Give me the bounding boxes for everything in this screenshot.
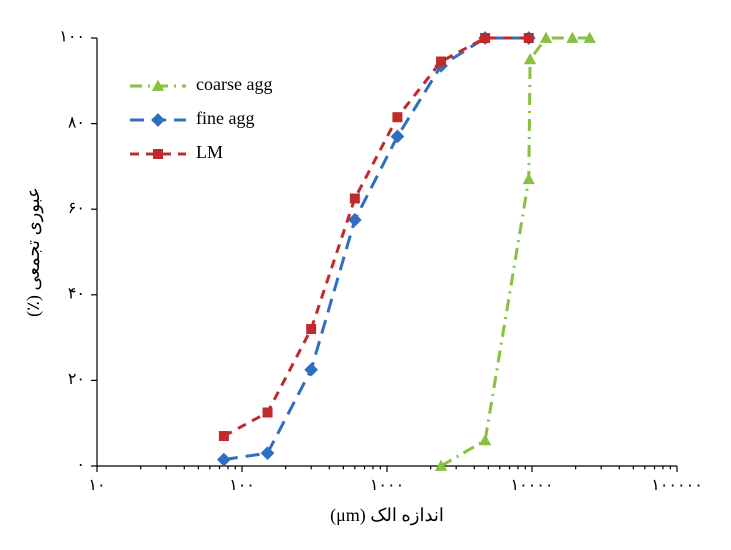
y-tick-label: ۰ — [76, 457, 85, 474]
y-tick-label: ۲۰ — [68, 371, 85, 388]
legend-label: LM — [196, 142, 223, 162]
legend-label: coarse agg — [196, 74, 272, 94]
x-tick-label: ۱۰۰۰ — [370, 477, 404, 494]
y-tick-label: ۱۰۰ — [59, 29, 85, 46]
sieve-passing-chart: ۰ ۲۰ ۴۰ ۶۰ ۸۰ ۱۰۰ ۱۰ ۱۰۰ ۱۰۰۰ ۱۰۰۰۰ ۱۰۰۰۰۰ اندازه ا… — [0, 0, 731, 550]
x-axis-label: اندازه الک (μm) — [330, 505, 444, 526]
y-axis-label: عبوری تجمعی (٪) — [23, 187, 44, 317]
y-tick-label: ۸۰ — [68, 114, 85, 131]
x-tick-label: ۱۰۰۰۰۰ — [651, 477, 703, 494]
legend-label: fine agg — [196, 108, 254, 128]
x-tick-label: ۱۰۰۰۰ — [511, 477, 554, 494]
x-tick-label: ۱۰ — [88, 477, 105, 494]
y-tick-label: ۶۰ — [68, 200, 85, 217]
x-tick-label: ۱۰۰ — [229, 477, 255, 494]
y-tick-label: ۴۰ — [68, 285, 85, 302]
